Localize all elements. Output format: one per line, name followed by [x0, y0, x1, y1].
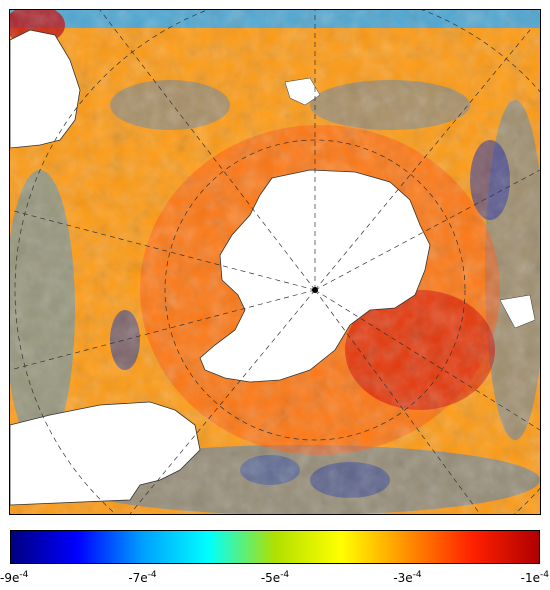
- graticule: [10, 10, 540, 514]
- south-america-landmass: [10, 29, 81, 149]
- polar-field-map: [10, 10, 540, 514]
- colorbar-tick-label: -5e-4: [260, 570, 290, 585]
- colorbar: [10, 530, 540, 564]
- map-panel: [9, 9, 541, 515]
- colorbar-tick-label: -9e-4: [0, 570, 29, 585]
- colorbar-tick-label: -3e-4: [393, 570, 422, 585]
- south-pole-marker: [312, 287, 318, 293]
- islands: [284, 77, 536, 329]
- colorbar-tick-label: -7e-4: [128, 570, 157, 585]
- australia-landmass: [10, 401, 201, 506]
- colorbar-tick-label: -1e-4: [520, 570, 549, 585]
